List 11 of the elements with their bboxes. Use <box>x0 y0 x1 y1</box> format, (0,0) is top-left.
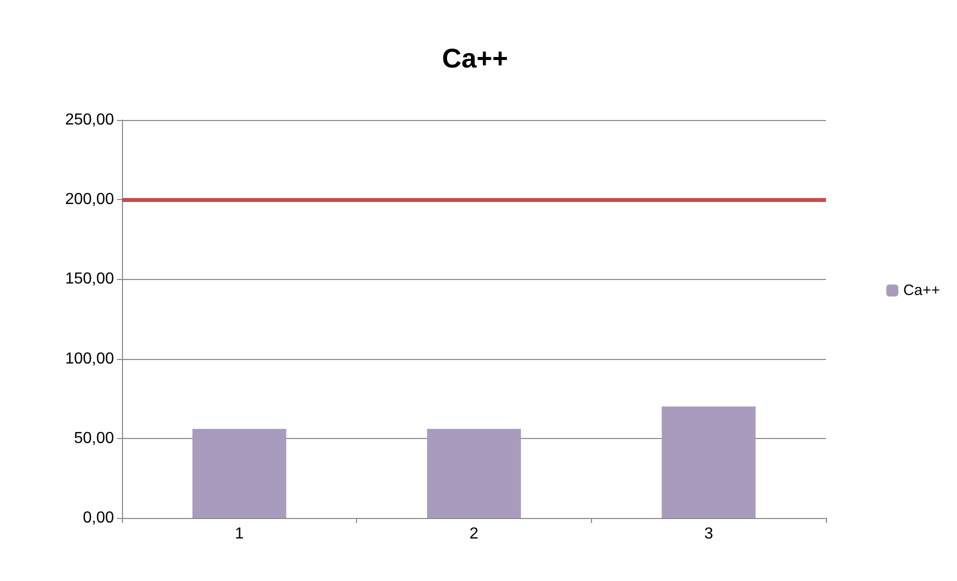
y-tick-label: 0,00 <box>82 510 114 526</box>
y-tick-label: 50,00 <box>74 430 114 447</box>
x-tick-label: 3 <box>704 526 714 542</box>
y-tick-label: 150,00 <box>65 270 114 288</box>
y-tick-label: 100,00 <box>65 350 114 368</box>
y-tick-label: 200,00 <box>65 191 114 208</box>
x-tick-label: 1 <box>234 526 244 542</box>
legend-label: Ca++ <box>903 282 940 299</box>
chart-title: Ca++ <box>442 44 508 74</box>
x-tick-label: 2 <box>470 526 479 542</box>
y-tick-label: 250,00 <box>65 112 114 128</box>
